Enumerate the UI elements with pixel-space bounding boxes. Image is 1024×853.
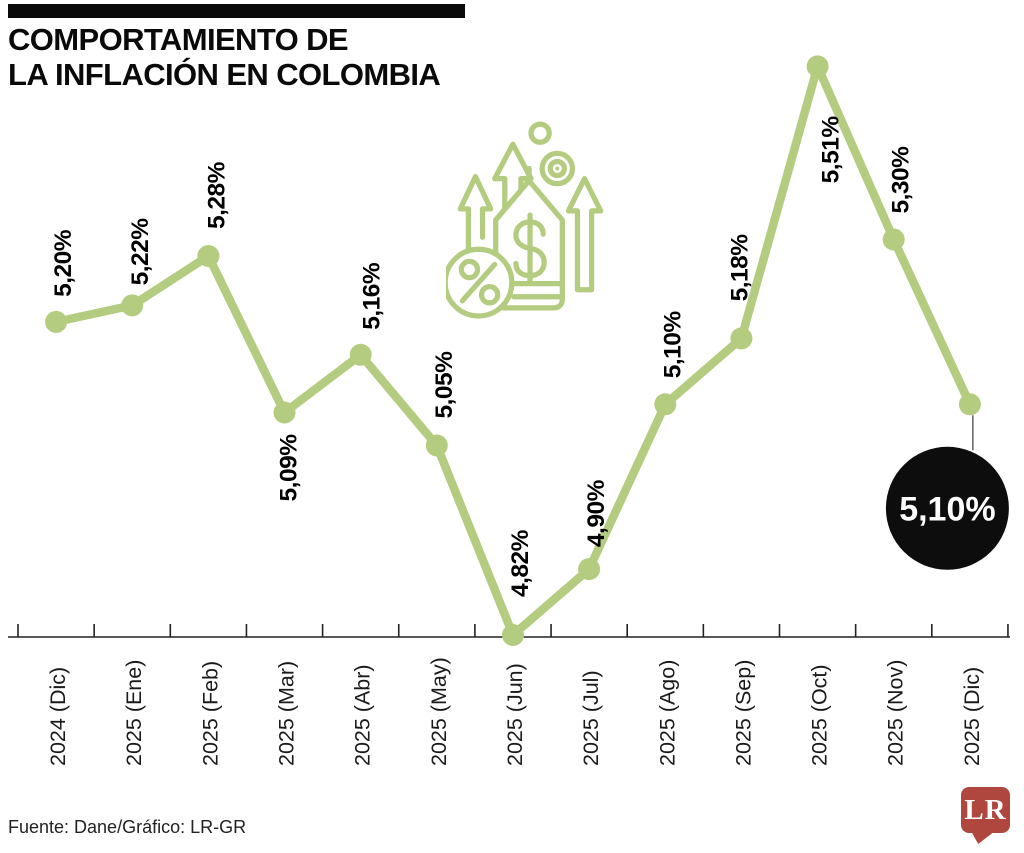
data-point [502,624,524,646]
lr-logo: LR [961,787,1010,844]
data-point [425,434,448,457]
value-label: 5,20% [50,229,77,297]
data-point [45,310,68,333]
data-point [121,294,144,317]
value-label: 5,28% [203,161,230,229]
up-arrow-icon [492,141,534,228]
data-point [197,245,220,267]
x-axis-label: 2025 (Jun) [503,663,527,766]
highlight-bubble-label: 5,10% [899,490,995,528]
x-axis-label: 2025 (Ene) [122,660,146,766]
x-axis-label: 2025 (Abr) [351,664,375,766]
data-point [349,343,372,366]
value-label: 5,10% [659,311,686,379]
value-label: 5,18% [726,234,753,302]
x-axis-label: 2025 (Dic) [960,667,984,766]
chart-title-line1: COMPORTAMIENTO DE [8,22,349,57]
x-axis-label: 2025 (Oct) [808,664,832,766]
x-axis-label: 2025 (Ago) [655,660,679,766]
data-point [882,228,905,251]
rising-prices-icon [446,121,604,319]
value-label: 5,05% [431,351,458,419]
x-axis-label: 2025 (Nov) [884,660,908,766]
coin-circle-icon [528,121,552,145]
x-axis-label: 2025 (Feb) [198,661,222,766]
value-label: 5,22% [127,218,154,286]
chart-title-line2: LA INFLACIÓN EN COLOMBIA [8,57,441,92]
data-point [578,558,601,581]
data-point [806,55,829,78]
data-point [273,401,296,424]
value-label: 5,51% [818,116,845,184]
value-label: 4,90% [583,479,610,547]
data-point [730,327,753,350]
data-point [654,393,677,416]
x-axis-label: 2024 (Dic) [46,667,70,766]
up-arrow-icon [565,175,604,293]
x-axis-label: 2025 (May) [427,657,451,766]
up-arrow-icon [457,173,494,255]
source-credit: Fuente: Dane/Gráfico: LR-GR [8,817,247,837]
value-label: 4,82% [507,529,534,597]
data-point [958,393,981,416]
x-axis-label: 2025 (Sep) [731,660,755,766]
lr-logo-text: LR [964,793,1007,826]
title-accent-bar [8,4,465,18]
value-label: 5,16% [359,262,386,330]
value-label: 5,09% [276,434,303,502]
x-axis-label: 2025 (Jul) [579,670,603,766]
value-label: 5,30% [888,146,915,214]
chart-title: COMPORTAMIENTO DE LA INFLACIÓN EN COLOMB… [8,22,441,92]
x-axis-label: 2025 (Mar) [275,661,299,766]
highlight-bubble [885,446,1009,570]
